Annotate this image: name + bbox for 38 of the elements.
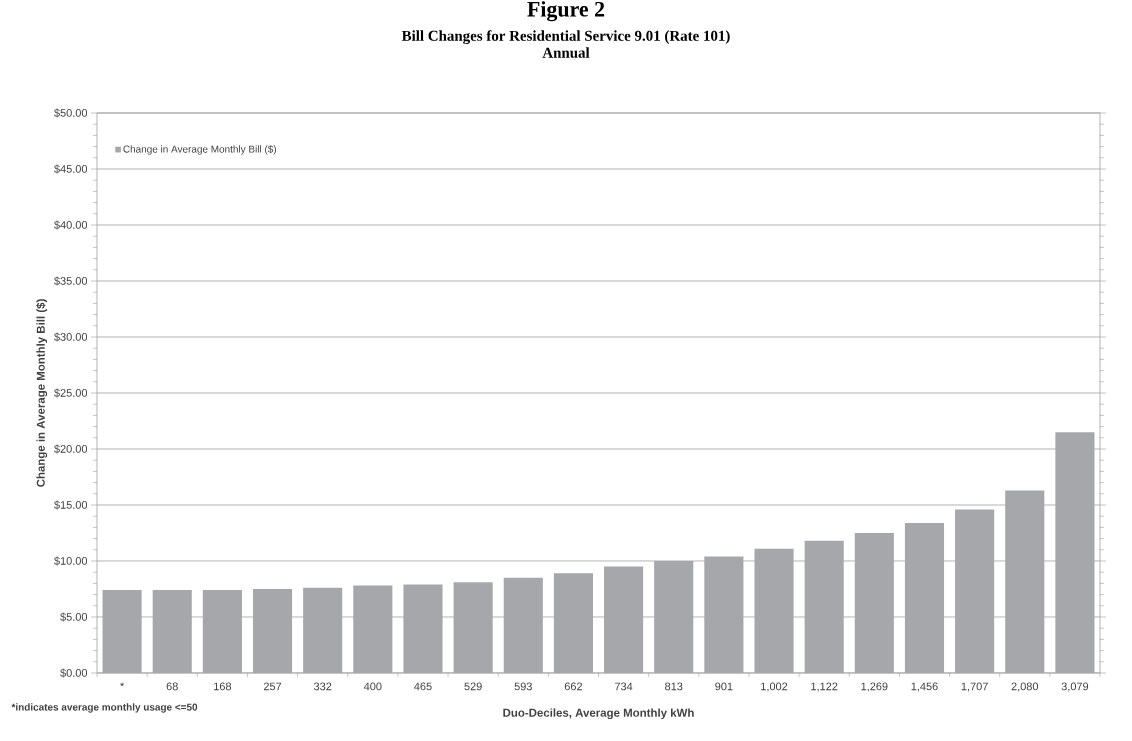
y-tick-label: $5.00 (60, 612, 88, 622)
x-tick-label: 332 (313, 682, 332, 691)
legend-label: Change in Average Monthly Bill ($) (123, 145, 277, 155)
x-tick-label: 1,269 (861, 682, 888, 692)
y-tick-label: $30.00 (54, 332, 88, 342)
x-tick-label: 1,002 (761, 682, 788, 692)
x-tick-label: 465 (414, 682, 432, 691)
x-tick-label: 529 (464, 682, 482, 691)
x-tick-label: 68 (166, 682, 178, 691)
x-tick-label: 257 (263, 682, 282, 691)
x-tick-label: 3,079 (1061, 682, 1089, 692)
y-tick-label: $40.00 (54, 220, 88, 230)
y-tick-label: $35.00 (54, 276, 88, 286)
chart-title: Bill Changes for Residential Service 9.01 (Rate 101) (401, 30, 730, 44)
x-tick-label: 901 (715, 682, 733, 691)
y-tick-label: $20.00 (54, 444, 88, 454)
x-tick-label: 1,122 (811, 682, 838, 692)
x-tick-label: 813 (665, 682, 683, 691)
x-tick-label: 662 (564, 682, 583, 691)
x-tick-label: 593 (514, 682, 532, 691)
x-tick-label: 400 (363, 682, 382, 691)
y-tick-label: $10.00 (54, 556, 88, 566)
y-tick-label: $50.00 (54, 108, 88, 118)
y-tick-label: $15.00 (54, 500, 88, 510)
y-tick-label: $45.00 (54, 164, 88, 174)
y-tick-label: $0.00 (60, 668, 88, 678)
y-axis-title: Change in Average Monthly Bill ($) (36, 299, 48, 487)
x-tick-label: 1,456 (911, 682, 938, 692)
x-tick-label: 1,707 (961, 682, 988, 692)
caption: Figure 2 (527, 1, 605, 22)
chart-subtitle: Annual (542, 47, 590, 58)
text: *indicates average monthly usage <=50 (11, 703, 198, 713)
x-tick-label: 2,080 (1011, 682, 1039, 692)
x-tick-label: * (120, 682, 125, 687)
x-axis-title: Duo-Deciles, Average Monthly kWh (503, 708, 694, 720)
x-tick-label: 168 (214, 682, 232, 691)
x-tick-label: 734 (615, 682, 633, 691)
y-tick-label: $25.00 (54, 388, 88, 398)
